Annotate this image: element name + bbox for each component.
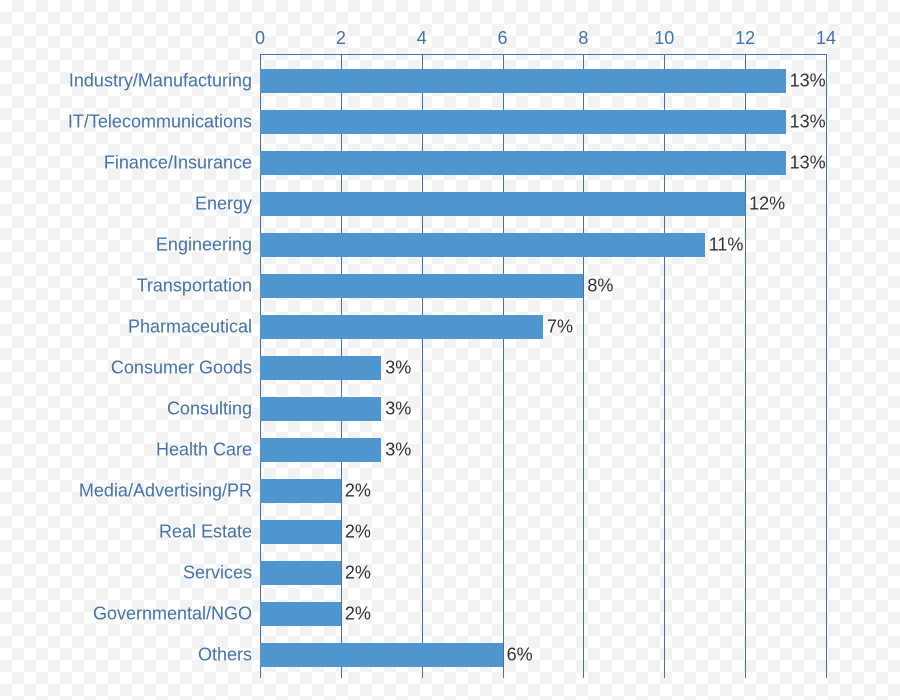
bar [260,479,341,503]
category-label: Transportation [137,275,260,296]
chart-row: Governmental/NGO2% [260,593,826,634]
value-label: 7% [547,316,573,337]
chart-row: Real Estate2% [260,511,826,552]
bar [260,69,786,93]
chart-row: Transportation8% [260,265,826,306]
chart-row: Pharmaceutical7% [260,306,826,347]
x-axis-line [260,54,826,55]
bar [260,192,745,216]
value-label: 2% [345,562,371,583]
value-label: 8% [587,275,613,296]
chart-row: Industry/Manufacturing13% [260,60,826,101]
gridline [826,54,827,678]
category-label: Governmental/NGO [93,603,260,624]
bar [260,233,705,257]
bar [260,643,503,667]
bar [260,151,786,175]
chart-row: Consulting3% [260,388,826,429]
chart-row: Services2% [260,552,826,593]
bar [260,274,583,298]
x-tick-label: 2 [336,28,346,49]
chart-row: Consumer Goods3% [260,347,826,388]
value-label: 12% [749,193,785,214]
value-label: 13% [790,111,826,132]
chart-row: Engineering11% [260,224,826,265]
chart-row: Others6% [260,634,826,675]
value-label: 13% [790,70,826,91]
chart-row: Energy12% [260,183,826,224]
category-label: Industry/Manufacturing [69,70,260,91]
category-label: Consumer Goods [111,357,260,378]
chart-row: Media/Advertising/PR2% [260,470,826,511]
bar [260,397,381,421]
bar [260,438,381,462]
x-tick-label: 8 [578,28,588,49]
value-label: 2% [345,521,371,542]
category-label: Others [198,644,260,665]
category-label: Pharmaceutical [128,316,260,337]
x-tick-label: 4 [417,28,427,49]
category-label: Consulting [167,398,260,419]
value-label: 2% [345,603,371,624]
x-tick-label: 12 [735,28,755,49]
bar [260,561,341,585]
category-label: Finance/Insurance [104,152,260,173]
bar [260,602,341,626]
x-tick-label: 10 [654,28,674,49]
value-label: 3% [385,439,411,460]
chart-row: Health Care3% [260,429,826,470]
x-tick-label: 6 [498,28,508,49]
plot-area: 02468101214Industry/Manufacturing13%IT/T… [260,54,826,678]
x-tick-label: 14 [816,28,836,49]
bar [260,520,341,544]
value-label: 3% [385,357,411,378]
x-tick-label: 0 [255,28,265,49]
category-label: Services [183,562,260,583]
value-label: 3% [385,398,411,419]
bar [260,356,381,380]
category-label: IT/Telecommunications [68,111,260,132]
value-label: 13% [790,152,826,173]
value-label: 2% [345,480,371,501]
category-label: Health Care [156,439,260,460]
chart-row: Finance/Insurance13% [260,142,826,183]
industry-distribution-chart: 02468101214Industry/Manufacturing13%IT/T… [0,0,900,700]
chart-row: IT/Telecommunications13% [260,101,826,142]
bar [260,315,543,339]
value-label: 11% [709,234,744,255]
category-label: Media/Advertising/PR [79,480,260,501]
category-label: Energy [195,193,260,214]
category-label: Real Estate [159,521,260,542]
bar [260,110,786,134]
value-label: 6% [507,644,533,665]
category-label: Engineering [156,234,260,255]
